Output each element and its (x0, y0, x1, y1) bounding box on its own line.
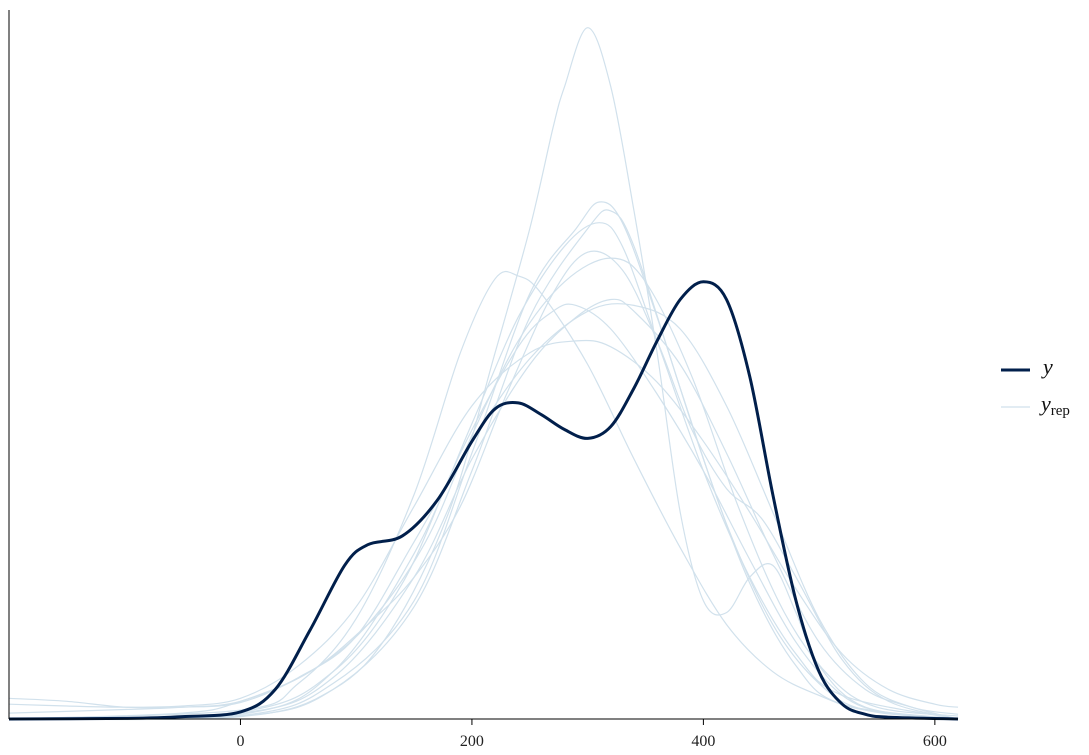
x-tick-label-0: 0 (236, 733, 244, 750)
x-tick-label-200: 200 (460, 733, 484, 750)
x-axis-ticks: 0 200 400 600 (236, 719, 947, 750)
series-line-yrep-6 (8, 303, 959, 720)
legend-label-y: y (1041, 354, 1053, 379)
legend: y yrep (1001, 354, 1070, 419)
series-line-yrep-1 (8, 27, 959, 721)
series-line-yrep-11 (8, 250, 959, 720)
series-line-yrep-2 (8, 201, 959, 720)
series-line-yrep-8 (8, 303, 959, 715)
series-line-yrep-9 (8, 257, 959, 717)
series-line-y (8, 280, 959, 721)
series-line-yrep-10 (8, 222, 959, 720)
legend-label-yrep-main: y (1039, 391, 1051, 416)
legend-label-yrep: yrep (1039, 391, 1070, 419)
series-line-yrep-5 (8, 298, 959, 720)
series-line-yrep-4 (8, 270, 959, 720)
yrep-series-layer (8, 27, 959, 721)
x-tick-label-600: 600 (923, 733, 947, 750)
x-tick-label-400: 400 (691, 733, 715, 750)
legend-label-yrep-subscript: rep (1051, 403, 1070, 419)
y-series-layer (8, 280, 959, 721)
series-line-yrep-3 (8, 209, 959, 720)
